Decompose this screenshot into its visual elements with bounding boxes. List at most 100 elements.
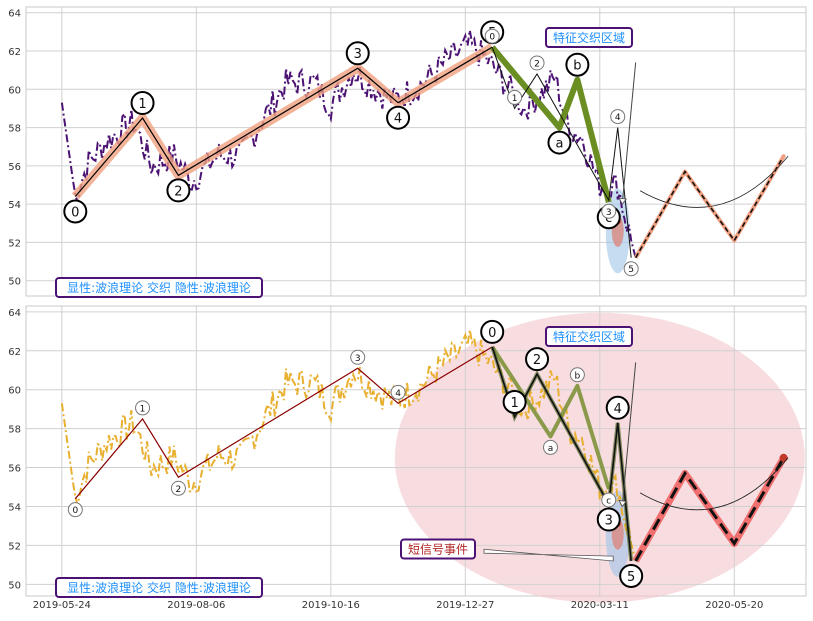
minor-wave-label-text: 3 <box>606 208 612 218</box>
minor-wave-label-text: 4 <box>615 113 621 123</box>
forecast-end-dot <box>781 154 786 159</box>
primary-wave-label-circle <box>130 91 155 116</box>
minor-wave-label-circle <box>480 319 505 344</box>
zone-label-frame <box>545 326 633 347</box>
zone-arrow-line <box>621 62 637 205</box>
primary-wave-label-circle <box>386 105 411 130</box>
primary-wave-label-text: 3 <box>354 47 362 62</box>
x-tick-label: 2019-12-27 <box>436 600 494 611</box>
legend-box: 显性:波浪理论 交织 隐性:波浪理论 <box>55 277 263 298</box>
minor-wave-label-circle <box>619 563 644 588</box>
primary-wave-label-circle <box>63 199 88 224</box>
primary-wave-label-circle <box>166 178 191 203</box>
secondary-wave-line <box>490 345 611 490</box>
panel-bottom: 50 52 54 56 58 60 62 64 0 1 2 3 4 a b c 0 1 2 3 4 5 特征交织区域显性:波… <box>8 305 807 603</box>
secondary-wave-label-circle <box>565 52 590 77</box>
plot-frame <box>25 6 807 297</box>
primary-wave-label-text: 4 <box>394 112 402 127</box>
x-tick-label: 2019-10-16 <box>302 600 360 611</box>
minor-wave-label-text: 5 <box>627 570 635 585</box>
zone-label-box: 特征交织区域 <box>545 27 633 48</box>
minor-wave-label-text: 0 <box>489 33 495 43</box>
legend-box: 显性:波浪理论 交织 隐性:波浪理论 <box>55 577 263 598</box>
zone-label-text: 特征交织区域 <box>553 329 625 344</box>
minor-wave-label-text: 1 <box>512 94 518 104</box>
primary-wave-label-text: 0 <box>71 205 79 220</box>
legend-frame <box>55 277 263 298</box>
primary-wave-label-text: 2 <box>174 184 182 199</box>
minor-wave-label-text: 5 <box>628 265 634 275</box>
x-tick-label: 2020-03-11 <box>571 600 629 611</box>
y-tick-label: 56 <box>8 464 21 475</box>
zone-label-frame <box>545 27 633 48</box>
primary-wave-line <box>74 346 493 500</box>
forecast-line <box>634 457 785 562</box>
y-tick-label: 56 <box>8 162 21 173</box>
legend-frame <box>55 577 263 598</box>
minor-wave-label-circle <box>484 28 500 44</box>
y-tick-label: 60 <box>8 386 21 397</box>
forecast-end-dot <box>779 453 788 462</box>
minor-wave-label-text: 1 <box>510 396 518 411</box>
zone-label-text: 特征交织区域 <box>553 30 625 45</box>
y-tick-label: 62 <box>8 347 21 358</box>
minor-wave-label-circle <box>525 347 550 372</box>
forecast-line <box>634 155 785 259</box>
legend-text: 显性:波浪理论 交织 隐性:波浪理论 <box>67 280 251 295</box>
secondary-wave-label-circle <box>569 367 585 383</box>
minor-wave-label-text: 2 <box>533 353 541 368</box>
zone-arrow-head <box>618 499 627 508</box>
zone-arrow-head <box>618 197 627 205</box>
y-tick-label: 52 <box>8 238 21 249</box>
y-tick-label: 50 <box>8 580 21 591</box>
minor-wave-label-text: 0 <box>488 326 496 341</box>
minor-wave-label-text: 3 <box>605 514 613 529</box>
secondary-wave-label-text: b <box>573 59 581 74</box>
projection-arc <box>639 457 789 511</box>
primary-wave-label-circle <box>390 384 406 400</box>
zone-arrow-line <box>621 362 637 507</box>
y-tick-label: 50 <box>8 277 21 288</box>
y-tick-label: 64 <box>8 308 21 319</box>
y-tick-label: 52 <box>8 541 21 552</box>
secondary-wave-label-text: a <box>555 137 563 152</box>
y-tick-label: 54 <box>8 502 21 513</box>
minor-wave-label-circle <box>596 507 621 532</box>
primary-wave-label-text: 4 <box>395 389 401 399</box>
y-tick-label: 54 <box>8 200 21 211</box>
minor-wave-label-text: 4 <box>614 402 622 417</box>
projection-arc <box>639 156 789 208</box>
minor-wave-label-circle <box>610 109 626 125</box>
secondary-wave-label-text: a <box>548 444 554 454</box>
minor-wave-label-text: 2 <box>534 59 540 69</box>
primary-wave-label-circle <box>135 400 151 416</box>
minor-wave-label-circle <box>623 261 639 277</box>
primary-wave-line <box>74 46 493 197</box>
primary-wave-label-text: 1 <box>138 97 146 112</box>
y-tick-label: 58 <box>8 124 21 135</box>
y-tick-label: 58 <box>8 425 21 436</box>
secondary-wave-line <box>489 45 612 203</box>
minor-wave-label-circle <box>502 389 527 414</box>
legend-text: 显性:波浪理论 交织 隐性:波浪理论 <box>67 580 251 595</box>
secondary-wave-label-circle <box>547 130 572 155</box>
primary-wave-label-text: 2 <box>176 485 182 495</box>
secondary-wave-label-text: c <box>606 496 611 506</box>
x-tick-label: 2019-05-24 <box>33 600 91 611</box>
y-tick-label: 62 <box>8 47 21 58</box>
minor-wave-label-circle <box>601 203 617 219</box>
event-arrow <box>483 548 614 562</box>
primary-wave-label-circle <box>170 480 186 496</box>
event-label-text: 短信号事件 <box>408 543 468 557</box>
zone-label-box: 特征交织区域 <box>545 326 633 347</box>
primary-wave-label-circle <box>350 349 366 365</box>
secondary-wave-label-circle <box>601 492 617 508</box>
y-tick-label: 64 <box>8 9 21 20</box>
primary-wave-label-text: 1 <box>140 404 146 414</box>
secondary-wave-label-circle <box>542 439 558 455</box>
minor-wave-label-circle <box>507 89 523 105</box>
primary-wave-label-circle <box>345 41 370 66</box>
minor-wave-label-circle <box>605 395 630 420</box>
